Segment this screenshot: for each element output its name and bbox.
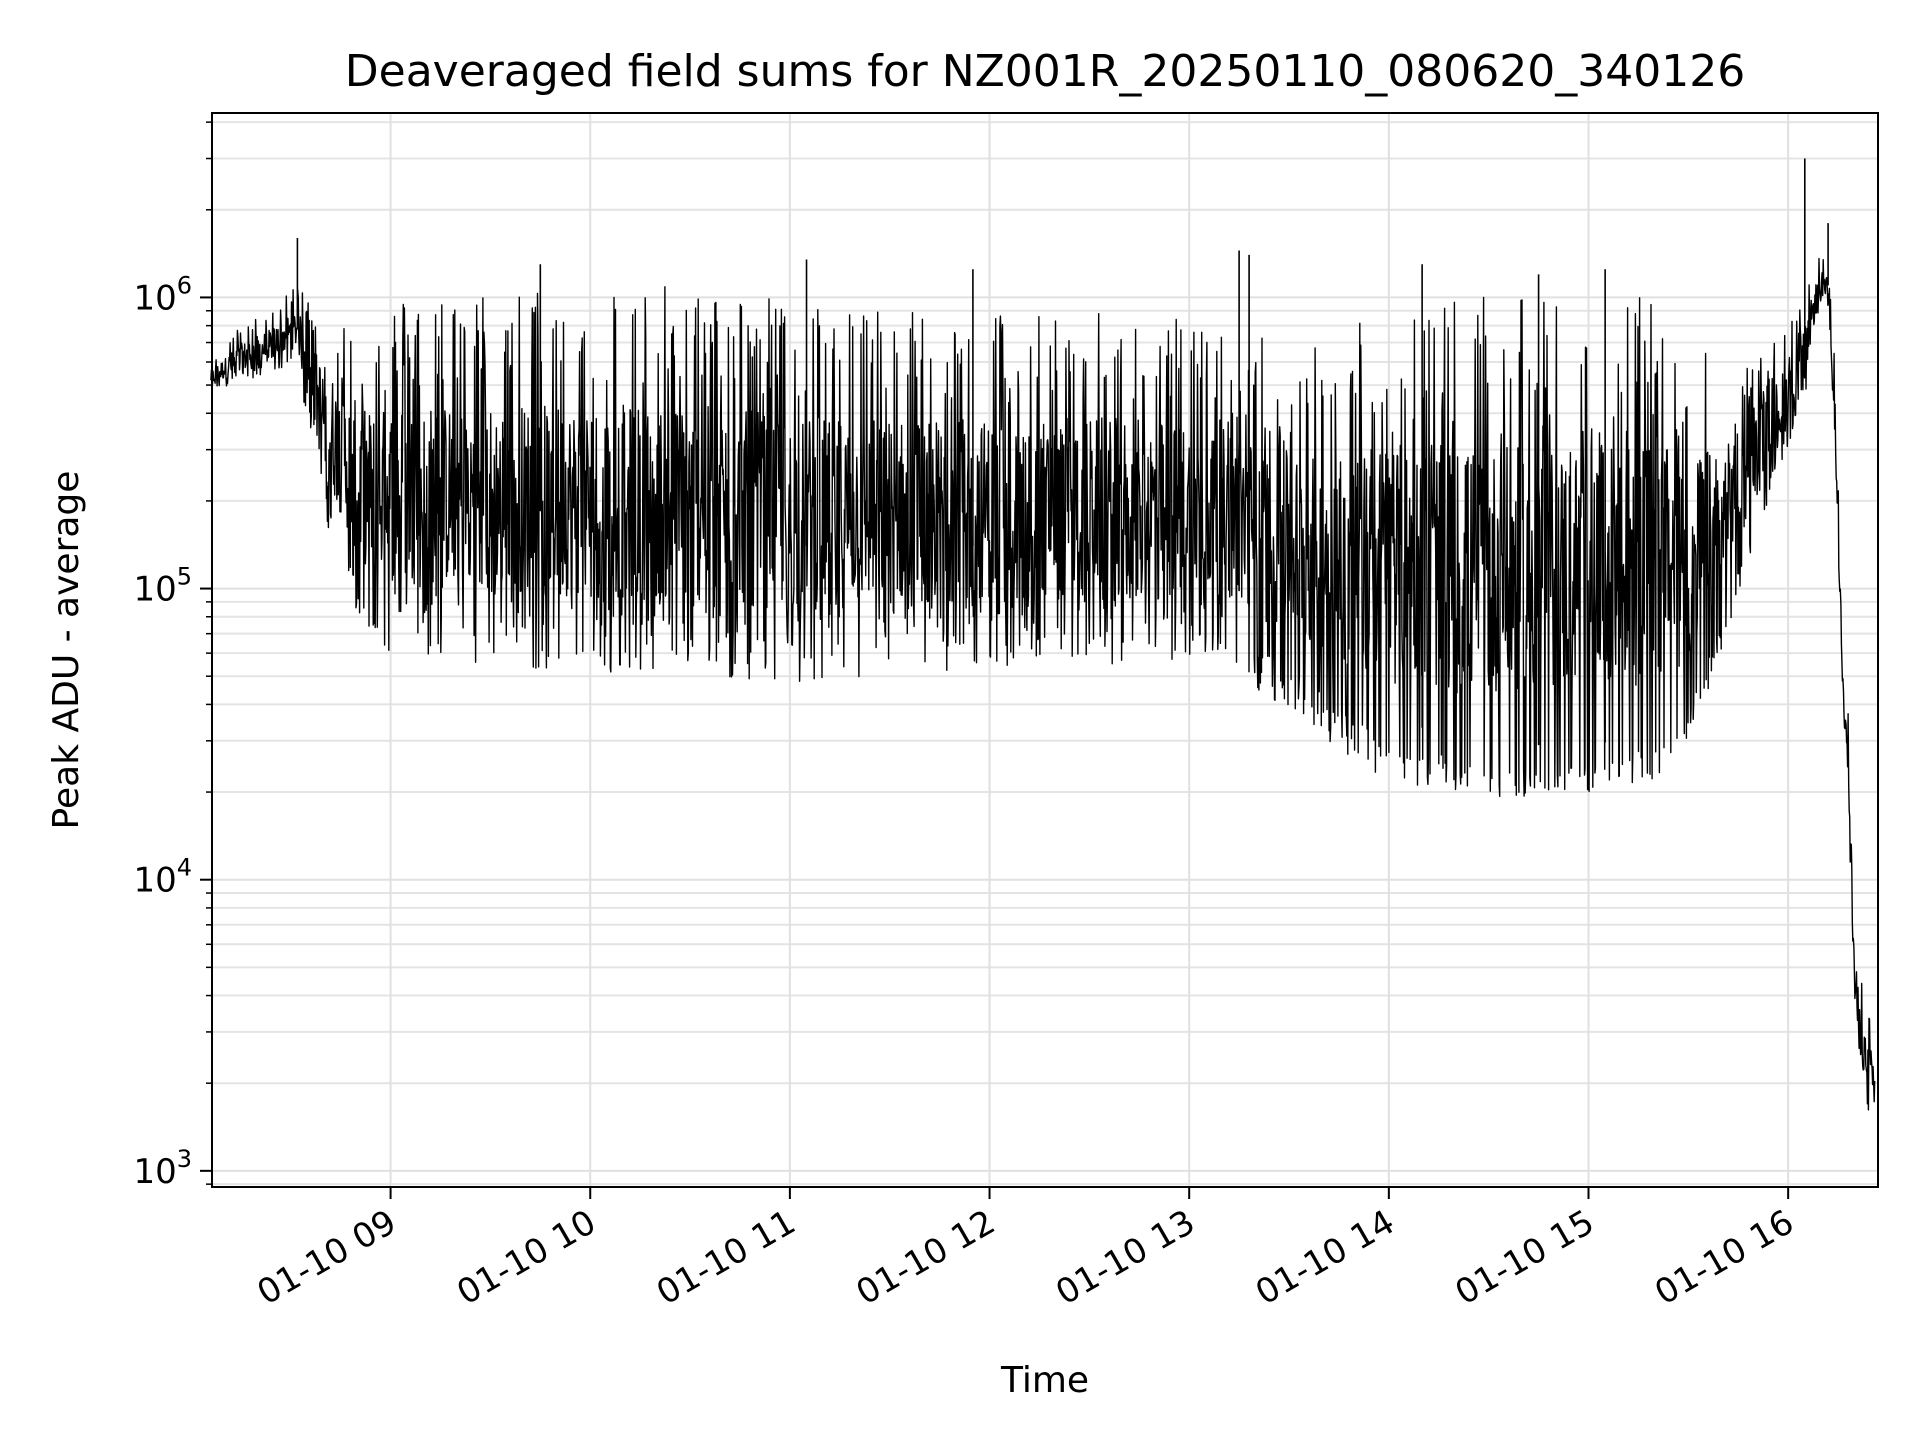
y-axis-ticks: 103 104 105 106 (133, 121, 212, 1192)
minor-gridlines (212, 121, 1878, 1186)
plot-frame (211, 112, 1879, 1188)
x-tick-label: 01-10 16 (1648, 1202, 1800, 1313)
x-tick-label: 01-10 11 (650, 1202, 802, 1313)
x-tick-label: 01-10 14 (1249, 1202, 1401, 1313)
x-tick-label: 01-10 10 (450, 1202, 602, 1313)
x-tick-label: 01-10 15 (1449, 1202, 1601, 1313)
series-layer (210, 158, 1876, 1111)
x-tick-label: 01-10 12 (850, 1202, 1002, 1313)
x-tick-label: 01-10 13 (1049, 1202, 1201, 1313)
y-axis-title: Peak ADU - average (46, 471, 87, 830)
chart-title: Deaveraged field sums for NZ001R_2025011… (345, 46, 1745, 97)
x-tick-label: 01-10 09 (251, 1202, 403, 1313)
y-tick-label: 104 (133, 854, 192, 901)
series-line (210, 257, 1876, 1111)
y-tick-label: 106 (133, 271, 192, 318)
x-axis-title: Time (1000, 1360, 1089, 1401)
x-axis-ticks: 01-10 09 01-10 10 01-10 11 01-10 12 01-10 13… (251, 1187, 1801, 1313)
major-gridlines (212, 113, 1878, 1187)
y-tick-label: 105 (133, 563, 192, 610)
y-tick-label: 103 (133, 1145, 192, 1192)
